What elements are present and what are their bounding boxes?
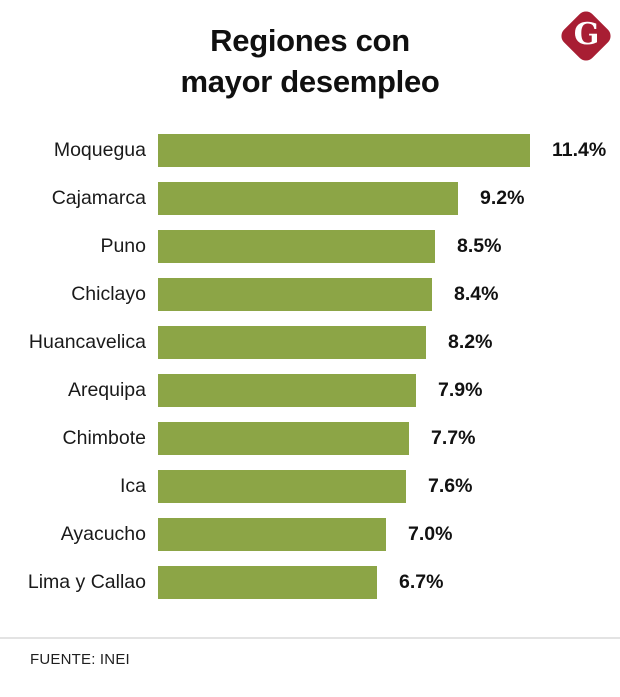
bar	[158, 229, 435, 263]
bar-label: Arequipa	[67, 378, 146, 401]
bar-label: Ayacucho	[60, 522, 146, 545]
bar-value: 7.6%	[428, 474, 473, 497]
bar-value: 8.5%	[457, 234, 502, 257]
bar-value: 7.0%	[408, 522, 453, 545]
bar	[158, 133, 530, 167]
bar-label: Huancavelica	[28, 330, 146, 353]
chart-row: Cajamarca 9.2%	[0, 174, 620, 222]
bar-track: 11.4%	[158, 133, 620, 167]
bar	[158, 565, 377, 599]
chart-row: Puno 8.5%	[0, 222, 620, 270]
bar	[158, 325, 426, 359]
bar-value: 7.9%	[438, 378, 483, 401]
bar-value: 8.4%	[454, 282, 499, 305]
bar-value: 11.4%	[552, 138, 607, 161]
bar-value: 8.2%	[448, 330, 493, 353]
bar-track: 9.2%	[158, 181, 620, 215]
footer-divider	[0, 637, 620, 639]
chart-row: Arequipa 7.9%	[0, 366, 620, 414]
bar	[158, 373, 416, 407]
bar-track: 8.2%	[158, 325, 620, 359]
chart-row: Ica 7.6%	[0, 462, 620, 510]
bar-value: 9.2%	[480, 186, 525, 209]
bar	[158, 469, 406, 503]
chart-row: Lima y Callao 6.7%	[0, 558, 620, 606]
bar-label: Lima y Callao	[27, 570, 146, 593]
bar-chart: Moquegua 11.4% Cajamarca 9.2% Puno 8.5% …	[0, 126, 620, 606]
chart-title: Regiones con mayor desempleo	[0, 0, 620, 102]
bar	[158, 421, 409, 455]
chart-row: Chimbote 7.7%	[0, 414, 620, 462]
bar-track: 6.7%	[158, 565, 620, 599]
bar-label: Puno	[100, 234, 146, 257]
bar-track: 7.6%	[158, 469, 620, 503]
chart-row: Huancavelica 8.2%	[0, 318, 620, 366]
chart-row: Chiclayo 8.4%	[0, 270, 620, 318]
bar-track: 7.7%	[158, 421, 620, 455]
chart-row: Moquegua 11.4%	[0, 126, 620, 174]
bar-label: Chiclayo	[71, 282, 146, 305]
bar-value: 6.7%	[399, 570, 444, 593]
bar	[158, 517, 386, 551]
bar-label: Cajamarca	[51, 186, 146, 209]
bar-track: 8.5%	[158, 229, 620, 263]
bar	[158, 181, 458, 215]
bar-label: Ica	[119, 474, 146, 497]
chart-title-line2: mayor desempleo	[180, 64, 440, 99]
bar-label: Chimbote	[62, 426, 146, 449]
bar-value: 7.7%	[431, 426, 476, 449]
source-text: FUENTE: INEI	[30, 651, 130, 668]
bar	[158, 277, 432, 311]
bar-label: Moquegua	[53, 138, 146, 161]
chart-row: Ayacucho 7.0%	[0, 510, 620, 558]
gestion-logo-letter: G	[573, 17, 600, 53]
bar-track: 8.4%	[158, 277, 620, 311]
chart-title-line1: Regiones con	[210, 23, 410, 58]
bar-track: 7.0%	[158, 517, 620, 551]
bar-track: 7.9%	[158, 373, 620, 407]
